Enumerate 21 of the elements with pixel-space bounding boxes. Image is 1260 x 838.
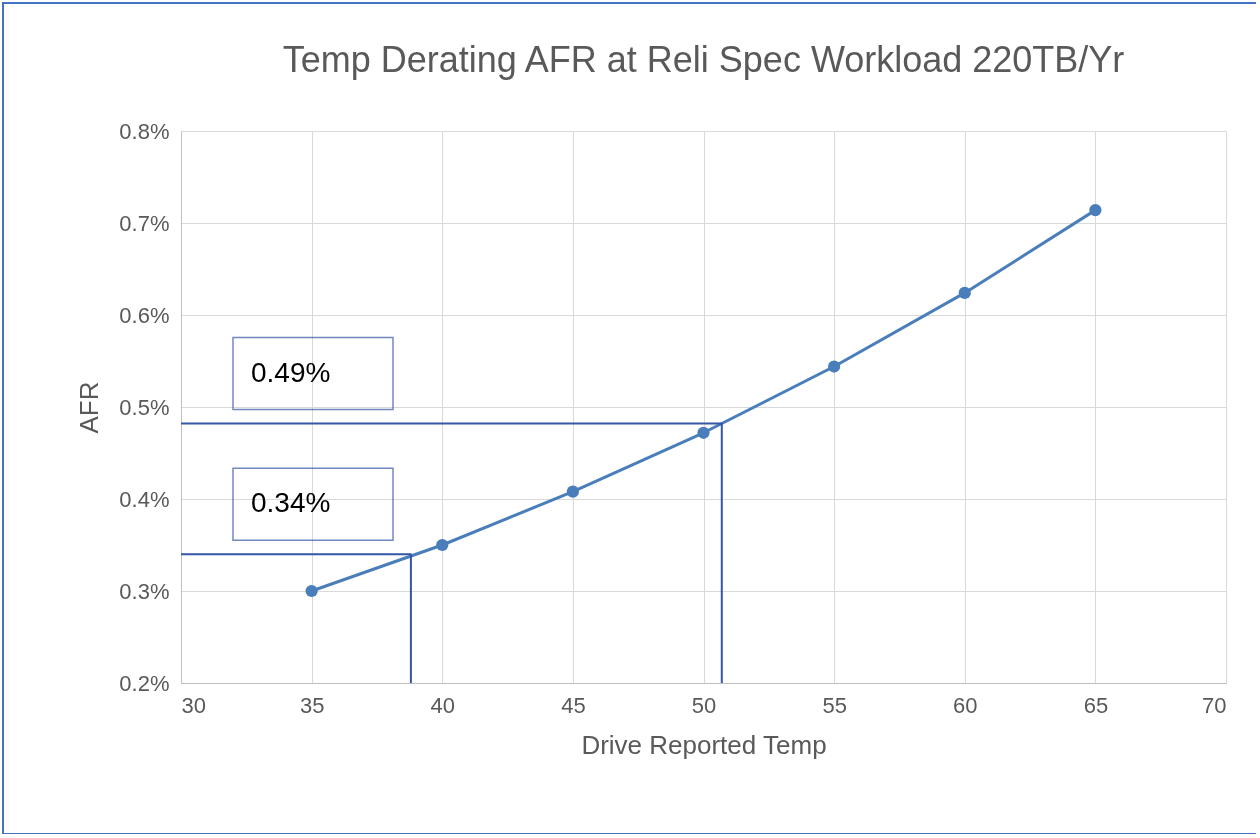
annotation: 0.49% (251, 356, 331, 388)
x-axis-title: Drive Reported Temp (581, 729, 827, 760)
x-tick-label: 65 (1083, 692, 1109, 718)
x-tick-label: 60 (953, 692, 978, 718)
y-tick-label: 0.2% (119, 670, 170, 696)
annotation: 0.34% (251, 487, 331, 519)
y-tick-label: 0.6% (119, 302, 170, 328)
y-tick-label: 0.3% (119, 578, 170, 604)
x-tick-label: 55 (822, 692, 847, 718)
x-tick-label: 35 (299, 692, 325, 718)
y-axis-title: AFR (74, 381, 105, 434)
x-tick-label: 50 (691, 692, 717, 718)
x-tick-label: 40 (430, 692, 455, 718)
y-tick-label: 0.4% (119, 486, 170, 512)
chart-title: Temp Derating AFR at Reli Spec Workload 220TB/Yr (282, 39, 1125, 80)
x-tick-label: 45 (561, 692, 586, 718)
x-tick-label: 30 (181, 692, 206, 718)
y-tick-label: 0.7% (119, 210, 170, 236)
y-tick-label: 0.8% (119, 118, 170, 144)
x-tick-label: 70 (1202, 692, 1227, 718)
y-tick-label: 0.5% (119, 394, 170, 420)
